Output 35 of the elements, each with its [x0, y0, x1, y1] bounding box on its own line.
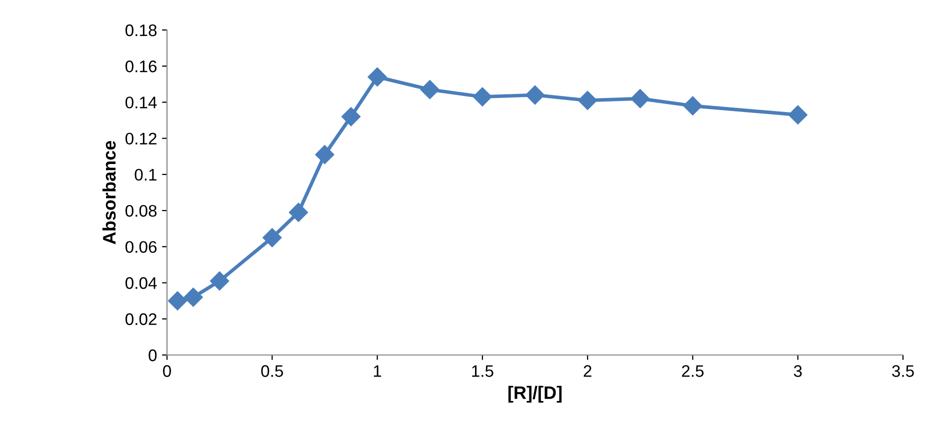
point	[472, 87, 492, 106]
point	[368, 67, 387, 86]
y-tick-label: 0.14	[125, 96, 157, 108]
y-axis-title: Absorbance	[102, 140, 116, 244]
point	[262, 228, 282, 248]
x-tick-label: 3.5	[892, 365, 914, 377]
y-tick-label: 0.18	[125, 24, 157, 36]
point	[683, 96, 702, 116]
point	[184, 288, 203, 307]
x-tick-label: 2.5	[682, 365, 704, 377]
point	[315, 145, 334, 164]
x-tick-label: 1	[374, 365, 382, 377]
x-tick-label: 2	[584, 365, 592, 377]
point	[630, 89, 650, 108]
y-tick-label: 0.16	[125, 60, 157, 72]
y-tick-label: 0.04	[125, 277, 157, 289]
point	[525, 85, 545, 105]
y-tick-label: 0.06	[125, 241, 157, 253]
x-tick-label: 0.5	[261, 365, 284, 377]
point	[420, 80, 440, 100]
point	[578, 90, 598, 110]
y-tick-label: 0.08	[125, 204, 157, 217]
point	[168, 291, 188, 310]
point	[788, 105, 808, 124]
x-axis-title: [R]/[D]	[508, 386, 562, 403]
point	[210, 271, 230, 291]
y-tick-label: 0.02	[125, 313, 156, 326]
x-tick-label: 3	[794, 365, 802, 377]
point	[288, 202, 308, 222]
y-tick-label: 0.1	[134, 168, 156, 181]
y-tick-label: 0	[148, 349, 157, 362]
point	[341, 107, 361, 126]
x-tick-label: 1.5	[472, 365, 494, 377]
y-tick-label: 0.12	[125, 132, 156, 145]
x-tick-label: 0	[163, 365, 171, 377]
